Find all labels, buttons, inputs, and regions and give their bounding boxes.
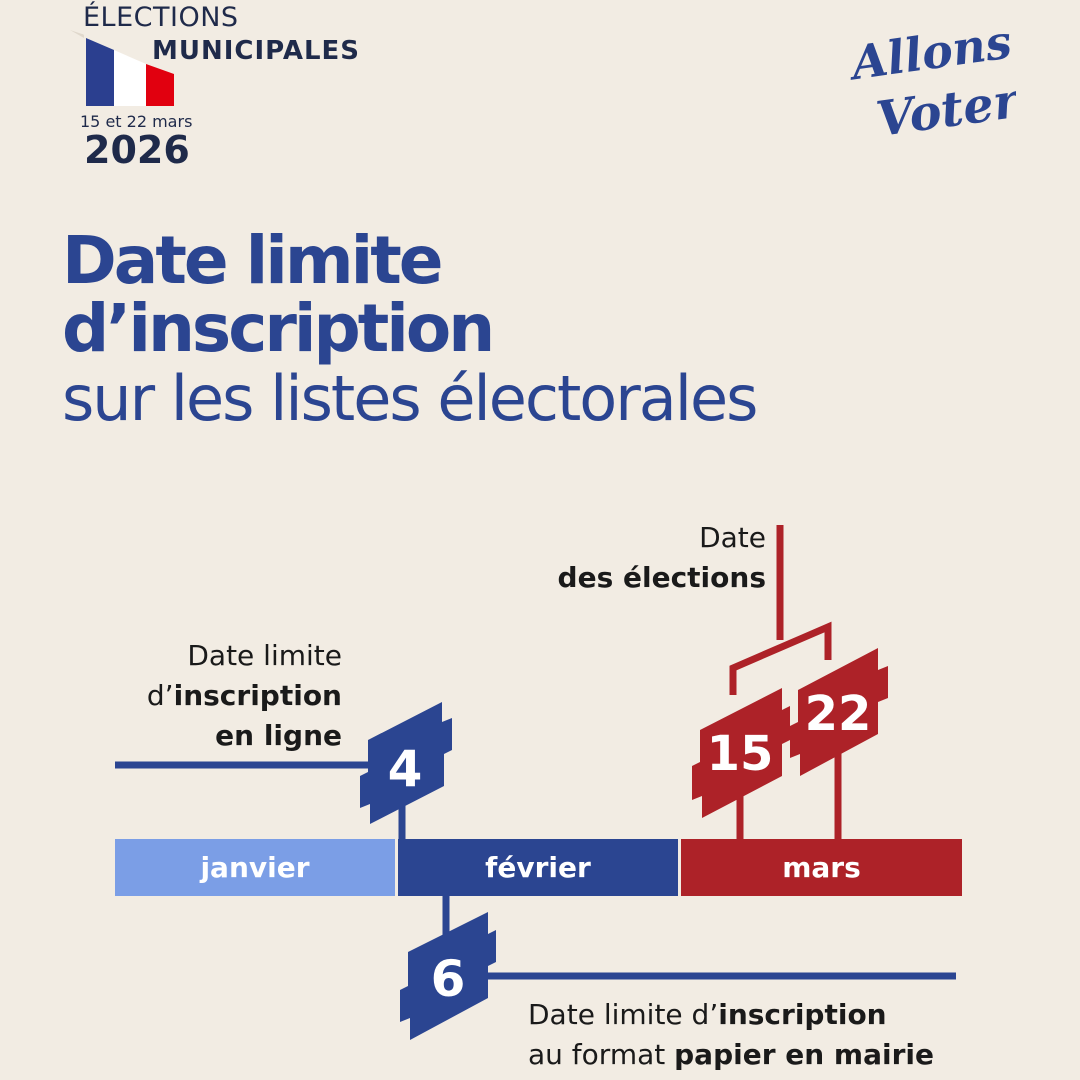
- day-6-shape: [400, 912, 496, 1040]
- day-4-number: 4: [388, 740, 423, 798]
- day-22-shape: [790, 648, 888, 776]
- title-line-2: d’inscription: [62, 290, 495, 367]
- logo-municipales-text: MUNICIPALES: [152, 36, 361, 66]
- day-6-number: 6: [431, 950, 466, 1008]
- online-deadline-label: Date limite d’inscription en ligne: [146, 639, 342, 752]
- election-bracket: [729, 621, 832, 695]
- logo-dates: 15 et 22 mars: [80, 112, 193, 131]
- day-22-number: 22: [805, 686, 872, 742]
- month-label: février: [485, 851, 591, 884]
- title-line-3: sur les listes électorales: [62, 362, 758, 435]
- month-bar-mars: mars: [681, 839, 962, 896]
- month-label: mars: [782, 851, 861, 884]
- day-15-number: 15: [707, 726, 774, 782]
- month-bar-fevrier: février: [398, 839, 678, 896]
- allons-voter-logo: Allons Voter!: [846, 20, 1016, 140]
- title-line-1: Date limite: [62, 222, 444, 299]
- flag-icon: [70, 30, 174, 106]
- paper-deadline-label: Date limite d’inscription au format papi…: [528, 998, 934, 1071]
- logo-elections-text: ÉLECTIONS: [83, 2, 239, 33]
- month-bar-janvier: janvier: [115, 839, 395, 896]
- day-4-shape: [360, 702, 452, 824]
- election-date-label: Date des élections: [557, 521, 766, 594]
- month-label: janvier: [200, 851, 310, 884]
- logo-year: 2026: [84, 128, 190, 172]
- day-15-shape: [692, 688, 790, 818]
